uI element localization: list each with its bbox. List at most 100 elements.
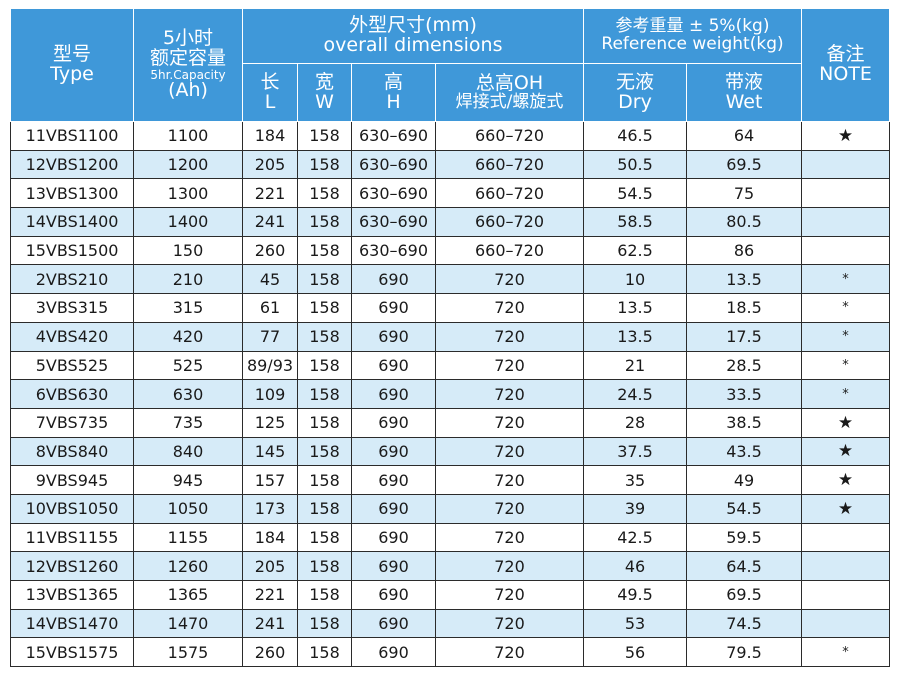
table-row: 2VBS210 210 45 158 690 720 10 13.5 *: [10, 264, 891, 295]
dry-weight-cell: 37.5: [583, 436, 687, 467]
height-cell: 690: [351, 350, 436, 381]
width-cell: 158: [297, 580, 352, 610]
height-cell: 690: [351, 465, 436, 495]
height-cell: 630–690: [351, 149, 436, 180]
wet-weight-cell: 17.5: [685, 321, 803, 352]
note-cell: *: [801, 321, 891, 352]
note-cell: *: [801, 379, 891, 409]
wet-weight-cell: 74.5: [685, 608, 803, 639]
note-cell: [801, 522, 891, 553]
height-cell: 690: [351, 608, 436, 639]
note-cell: [801, 178, 891, 209]
table-row: 9VBS945 945 157 158 690 720 35 49 ★: [10, 465, 891, 495]
table-row: 7VBS735 735 125 158 690 720 28 38.5 ★: [10, 407, 891, 438]
wet-weight-cell: 28.5: [685, 350, 803, 381]
height-cell: 690: [351, 551, 436, 581]
overall-height-cell: 720: [435, 637, 584, 668]
capacity-cell: 150: [133, 235, 243, 266]
note-cell: [801, 551, 891, 581]
dry-weight-cell: 54.5: [583, 178, 687, 209]
width-cell: 158: [297, 293, 352, 323]
note-cell: *: [801, 293, 891, 323]
table-row: 14VBS1400 1400 241 158 630–690 660–720 58.5 80.…: [10, 207, 891, 237]
width-cell: 158: [297, 465, 352, 495]
overall-height-cell: 660–720: [435, 207, 584, 237]
length-cell: 241: [242, 207, 298, 237]
dry-weight-cell: 56: [583, 637, 687, 668]
type-cell: 5VBS525: [10, 350, 134, 381]
note-cell: *: [801, 350, 891, 381]
dry-weight-cell: 49.5: [583, 580, 687, 610]
overall-height-cell: 720: [435, 465, 584, 495]
width-cell: 158: [297, 149, 352, 180]
wet-weight-header: 带液 Wet: [685, 63, 803, 122]
length-cell: 173: [242, 493, 298, 524]
dry-weight-cell: 53: [583, 608, 687, 639]
dry-weight-header: 无液 Dry: [583, 63, 687, 122]
type-cell: 13VBS1300: [10, 178, 134, 209]
table-row: 13VBS1300 1300 221 158 630–690 660–720 54.5 75: [10, 178, 891, 209]
height-cell: 690: [351, 436, 436, 467]
length-cell: 221: [242, 580, 298, 610]
dry-weight-cell: 13.5: [583, 293, 687, 323]
length-cell: 260: [242, 235, 298, 266]
overall-height-header: 总高OH 焊接式/螺旋式: [435, 63, 584, 122]
note-cell: ★: [801, 407, 891, 438]
overall-height-cell: 720: [435, 293, 584, 323]
type-cell: 11VBS1100: [10, 121, 134, 151]
dry-weight-cell: 46: [583, 551, 687, 581]
type-cell: 4VBS420: [10, 321, 134, 352]
wet-weight-cell: 49: [685, 465, 803, 495]
table-row: 15VBS1575 1575 260 158 690 720 56 79.5 *: [10, 637, 891, 668]
note-header: 备注 NOTE: [801, 8, 891, 122]
capacity-cell: 945: [133, 465, 243, 495]
dry-weight-cell: 42.5: [583, 522, 687, 553]
height-cell: 690: [351, 379, 436, 409]
wet-weight-cell: 13.5: [685, 264, 803, 295]
note-cell: [801, 149, 891, 180]
wet-weight-cell: 64: [685, 121, 803, 151]
overall-height-cell: 720: [435, 350, 584, 381]
length-cell: 184: [242, 522, 298, 553]
weight-header: 参考重量 ± 5%(kg) Reference weight(kg): [582, 8, 803, 64]
capacity-cell: 840: [133, 436, 243, 467]
height-cell: 630–690: [351, 207, 436, 237]
height-cell: 690: [351, 580, 436, 610]
type-cell: 6VBS630: [10, 379, 134, 409]
overall-height-cell: 660–720: [435, 121, 584, 151]
wet-weight-cell: 69.5: [685, 149, 803, 180]
capacity-cell: 210: [133, 264, 243, 295]
length-header: 长 L: [242, 63, 298, 122]
table-row: 12VBS1260 1260 205 158 690 720 46 64.5: [10, 551, 891, 581]
dry-weight-cell: 46.5: [583, 121, 687, 151]
overall-height-cell: 720: [435, 551, 584, 581]
capacity-cell: 1575: [133, 637, 243, 668]
dry-weight-cell: 10: [583, 264, 687, 295]
dry-weight-cell: 35: [583, 465, 687, 495]
wet-weight-cell: 33.5: [685, 379, 803, 409]
wet-weight-cell: 38.5: [685, 407, 803, 438]
height-cell: 690: [351, 637, 436, 668]
type-cell: 14VBS1470: [10, 608, 134, 639]
overall-height-cell: 720: [435, 379, 584, 409]
type-header: 型号 Type: [10, 8, 134, 122]
height-cell: 690: [351, 264, 436, 295]
overall-height-cell: 720: [435, 522, 584, 553]
table-row: 3VBS315 315 61 158 690 720 13.5 18.5 *: [10, 293, 891, 323]
note-cell: *: [801, 637, 891, 668]
wet-weight-cell: 69.5: [685, 580, 803, 610]
capacity-cell: 1100: [133, 121, 243, 151]
table-body: 11VBS1100 1100 184 158 630–690 660–720 46.5 64 ★…: [10, 121, 891, 668]
wet-weight-cell: 43.5: [685, 436, 803, 467]
length-cell: 205: [242, 551, 298, 581]
wet-weight-cell: 54.5: [685, 493, 803, 524]
wet-weight-cell: 80.5: [685, 207, 803, 237]
type-cell: 15VBS1575: [10, 637, 134, 668]
dry-weight-cell: 58.5: [583, 207, 687, 237]
capacity-cell: 1365: [133, 580, 243, 610]
height-cell: 630–690: [351, 178, 436, 209]
note-cell: [801, 235, 891, 266]
overall-height-cell: 660–720: [435, 235, 584, 266]
table-row: 10VBS1050 1050 173 158 690 720 39 54.5 ★: [10, 493, 891, 524]
width-cell: 158: [297, 350, 352, 381]
